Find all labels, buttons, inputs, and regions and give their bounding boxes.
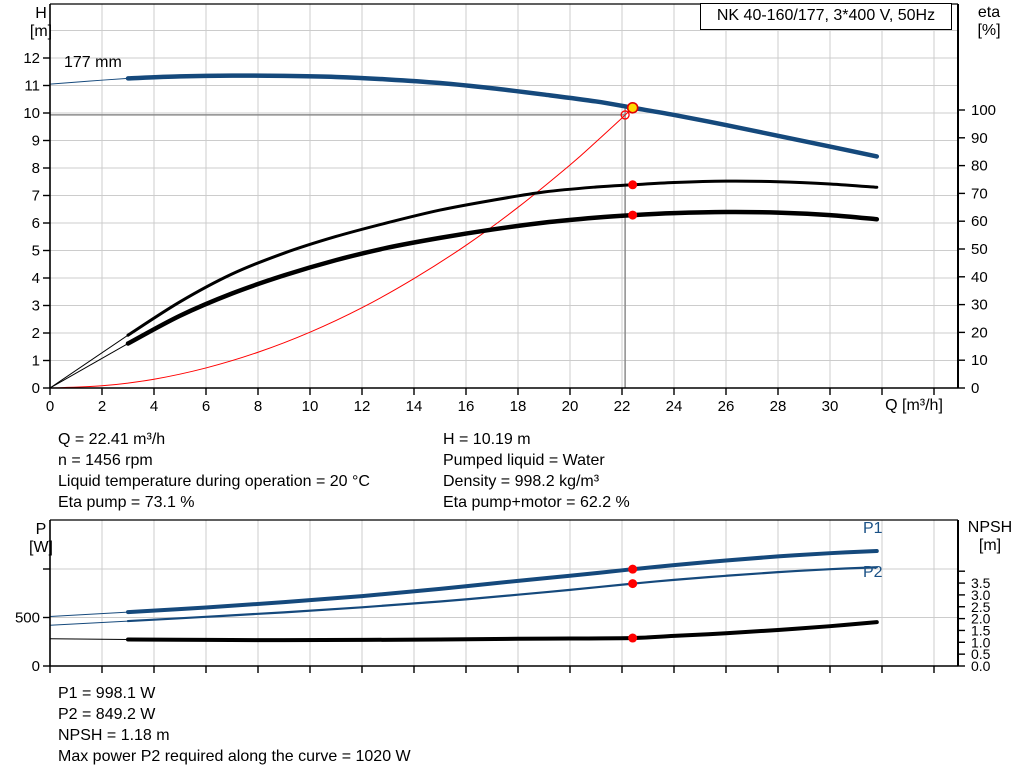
eta-axis-label: eta [%] [977, 4, 1001, 39]
y-left-tick-label: 12 [23, 50, 40, 67]
curve-p1-thin [49, 611, 129, 618]
npsh-axis-label: NPSH [m] [967, 519, 1013, 554]
y-right-tick-label: 0.5 [971, 646, 991, 662]
operating-point-marker [628, 564, 638, 574]
x-tick-label: 10 [302, 398, 319, 415]
y-left-tick-label: 500 [15, 610, 40, 627]
y-left-tick-label: 2 [32, 325, 40, 342]
y-left-tick-label: 0 [32, 380, 40, 397]
x-tick-label: 12 [354, 398, 371, 415]
y-right-tick-label: 50 [971, 241, 988, 258]
info-eta-pump-motor: Eta pump+motor = 62.2 % [443, 494, 630, 511]
x-tick-label: 2 [98, 398, 106, 415]
x-tick-label: 18 [510, 398, 527, 415]
x-tick-label: 24 [666, 398, 683, 415]
curve-177-mm-thin [49, 77, 129, 85]
info-liquid-temperature: Liquid temperature during operation = 20… [58, 473, 370, 490]
y-right-tick-label: 1.5 [971, 622, 991, 638]
y-left-tick-label: 10 [23, 105, 40, 122]
y-right-tick-label: 2.5 [971, 599, 991, 615]
info-density: Density = 998.2 kg/m³ [443, 473, 600, 490]
curve-npsh-thin [49, 638, 129, 640]
y-right-tick-label: 3.5 [971, 575, 991, 591]
x-tick-label: 4 [150, 398, 158, 415]
x-tick-label: 16 [458, 398, 475, 415]
y-right-tick-label: 3.0 [971, 587, 991, 603]
p-axis-label: P [W] [29, 521, 53, 556]
y-right-tick-label: 0.0 [971, 658, 991, 674]
duty-info-right: H = 10.19 m Pumped liquid = Water Densit… [443, 429, 630, 513]
h-axis-label: H [m] [29, 5, 53, 40]
x-tick-label: 0 [46, 398, 54, 415]
curve-system-curve [49, 107, 634, 389]
x-tick-label: 6 [202, 398, 210, 415]
y-left-tick-label: 9 [32, 133, 40, 150]
efficiency-point-marker [628, 180, 638, 190]
x-tick-label: 14 [406, 398, 423, 415]
x-tick-label: 22 [614, 398, 631, 415]
info-head: H = 10.19 m [443, 431, 531, 448]
info-eta-pump: Eta pump = 73.1 % [58, 494, 195, 511]
y-right-tick-label: 40 [971, 269, 988, 286]
curve-eta-pump-thin [49, 334, 129, 389]
duty-point-marker[interactable] [626, 101, 639, 114]
duty-info-left: Q = 22.41 m³/h n = 1456 rpm Liquid tempe… [58, 429, 370, 513]
x-tick-label: 8 [254, 398, 262, 415]
x-tick-label: 28 [770, 398, 787, 415]
operating-point-marker [628, 579, 638, 589]
y-right-tick-label: 70 [971, 185, 988, 202]
system-curve-point-marker [620, 110, 630, 120]
curve-eta-pump-motor-thin [49, 343, 129, 389]
curve-eta-pump [126, 179, 879, 337]
curve-177-mm [125, 73, 880, 159]
info-speed: n = 1456 rpm [58, 452, 153, 469]
product-title: NK 40-160/177, 3*400 V, 50Hz [716, 7, 936, 24]
y-right-tick-label: 20 [971, 324, 988, 341]
y-right-tick-label: 30 [971, 297, 988, 314]
efficiency-point-marker [628, 210, 638, 220]
p2-curve-label: P2 [863, 564, 883, 581]
info-pumped-liquid: Pumped liquid = Water [443, 452, 605, 469]
y-left-tick-label: 6 [32, 215, 40, 232]
result-npsh: NPSH = 1.18 m [58, 727, 170, 744]
result-max-power: Max power P2 required along the curve = … [58, 748, 411, 765]
product-title-box: NK 40-160/177, 3*400 V, 50Hz [700, 3, 952, 30]
info-flow: Q = 22.41 m³/h [58, 431, 166, 448]
result-p1: P1 = 998.1 W [58, 685, 156, 702]
y-left-tick-label: 4 [32, 270, 40, 287]
curve-eta-pump-motor [125, 209, 880, 346]
curve-p2 [126, 566, 878, 623]
result-p2: P2 = 849.2 W [58, 706, 156, 723]
x-tick-label: 26 [718, 398, 735, 415]
curve-p1 [126, 549, 879, 615]
y-right-tick-label: 60 [971, 213, 988, 230]
y-left-tick-label: 11 [24, 78, 40, 95]
y-right-tick-label: 1.0 [971, 634, 991, 650]
y-left-tick-label: 0 [32, 658, 40, 675]
y-left-tick-label: 7 [32, 188, 40, 205]
q-axis-label: Q [m³/h] [885, 397, 943, 414]
operating-point-marker [628, 633, 638, 643]
y-right-tick-label: 80 [971, 158, 988, 175]
y-left-tick-label: 3 [32, 298, 40, 315]
p1-curve-label: P1 [863, 520, 883, 537]
y-right-tick-label: 10 [971, 352, 988, 369]
result-block: P1 = 998.1 W P2 = 849.2 W NPSH = 1.18 m … [58, 683, 411, 767]
y-right-tick-label: 100 [971, 102, 996, 119]
curve-p2-thin [49, 620, 129, 626]
y-left-tick-label: 1 [32, 353, 40, 370]
y-right-tick-label: 2.0 [971, 611, 991, 627]
x-tick-label: 30 [822, 398, 839, 415]
y-left-tick-label: 5 [32, 243, 40, 260]
impeller-size-label: 177 mm [64, 54, 122, 71]
y-right-tick-label: 0 [971, 380, 979, 397]
x-tick-label: 20 [562, 398, 579, 415]
y-left-tick-label: 8 [32, 160, 40, 177]
curve-npsh [126, 620, 879, 643]
y-right-tick-label: 90 [971, 130, 988, 147]
